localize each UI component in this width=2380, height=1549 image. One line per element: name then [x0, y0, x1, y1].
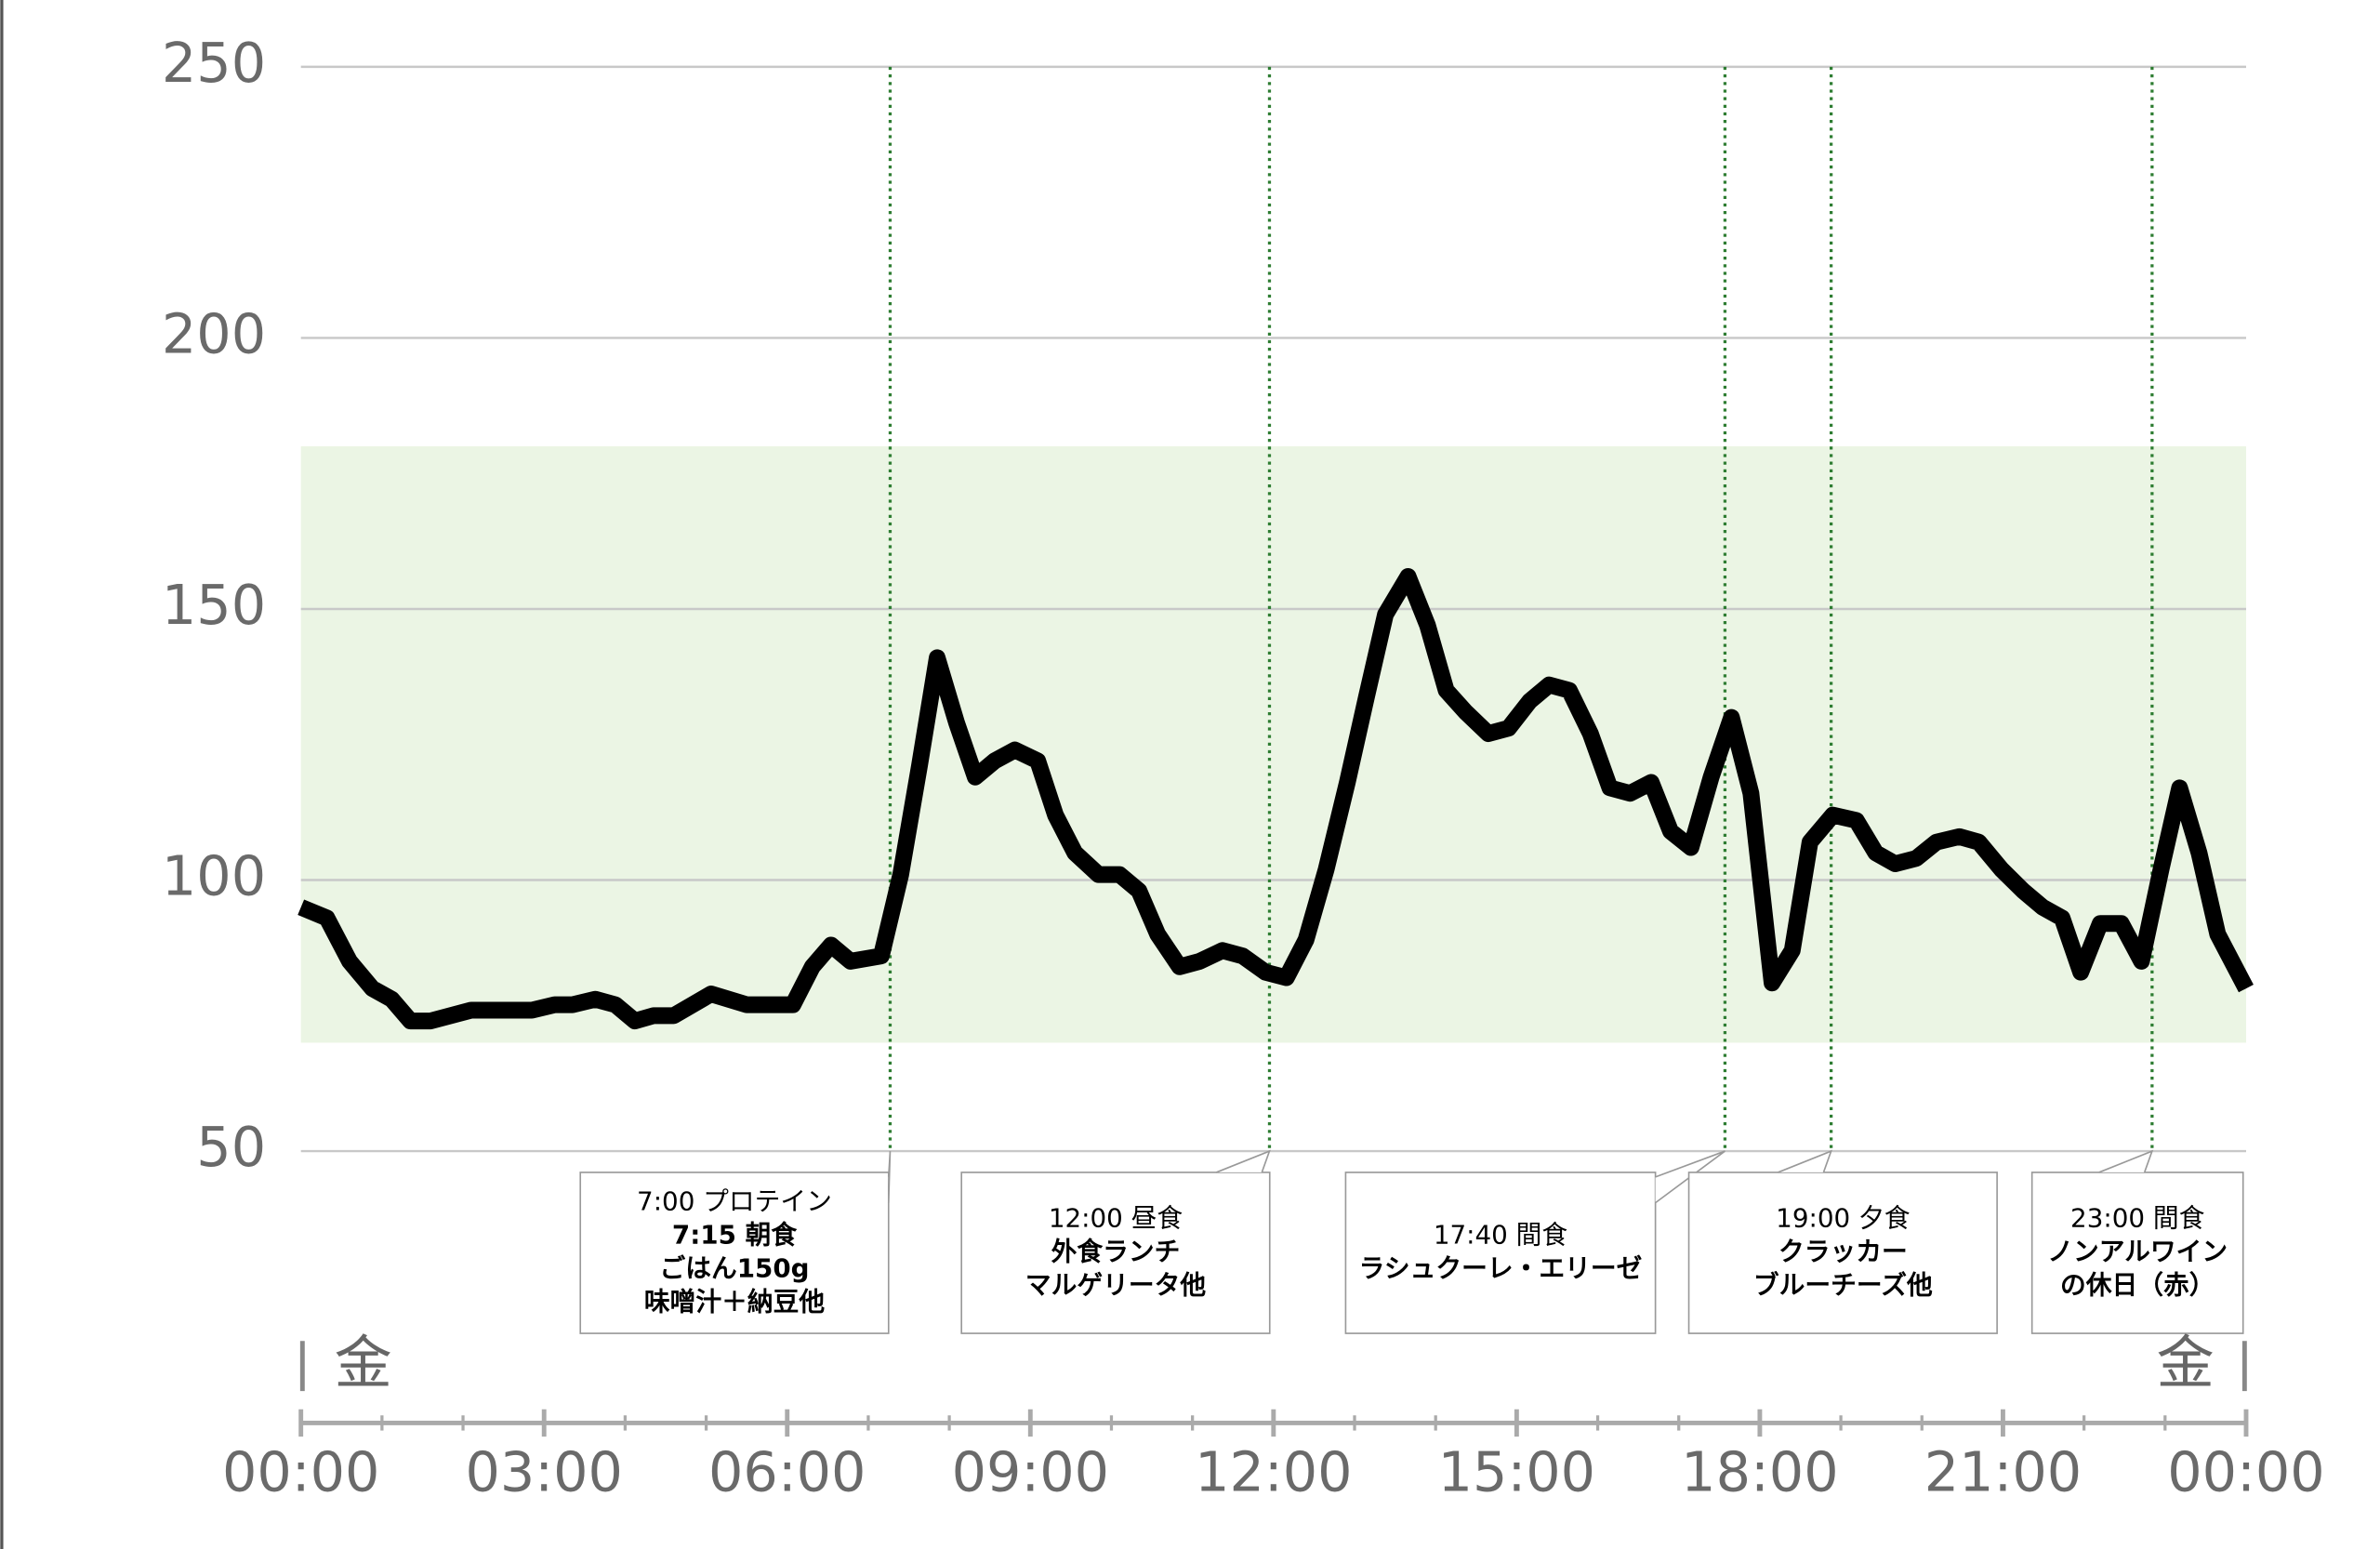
y-tick-label: 150 [162, 573, 266, 637]
annotation-box [960, 1172, 1271, 1334]
annotation-pointer [1655, 1150, 1726, 1204]
annotation-text: ブルーチーズ他 [1753, 1269, 1933, 1300]
annotation-text: 7:00 プロテイン [637, 1186, 832, 1217]
x-tick-label: 18:00 [1681, 1440, 1838, 1504]
annotation-text: 7:15 朝食 [672, 1220, 798, 1251]
y-tick-label: 250 [162, 31, 266, 95]
foreground-layer: 50 100 150 200 250 00:00 03:00 06:00 09:00 12:00 1… [162, 31, 2325, 1504]
annotation-text: 19:00 夕食 [1776, 1203, 1911, 1234]
annotation-text: 外食ランチ [1051, 1237, 1181, 1267]
target-range [300, 446, 2246, 1043]
annotation-pointer [2098, 1149, 2154, 1173]
annotation-text: ノンアルワイン [2047, 1237, 2228, 1267]
x-tick-label: 09:00 [952, 1440, 1109, 1504]
annotation-text: ラシュクーレ・エリーゼ [1359, 1252, 1643, 1283]
y-tick-label: 50 [196, 1115, 266, 1179]
annotation-pointer [1216, 1149, 1271, 1173]
glucose-line [298, 568, 2254, 1030]
y-tick-label: 100 [162, 844, 266, 908]
annotation-box [2030, 1172, 2244, 1334]
background-layer [300, 65, 2246, 1153]
x-tick-label: 00:00 [2167, 1440, 2324, 1504]
x-tick-label: 12:00 [1195, 1440, 1352, 1504]
annotation-text: 味噌汁＋納豆他 [644, 1286, 826, 1317]
annotation-pointer [1778, 1149, 1833, 1173]
annotation-text: マルゲリータ他 [1025, 1269, 1207, 1300]
annotation-text: クラッカー [1778, 1237, 1908, 1267]
annotation-text: 17:40 間食 [1434, 1220, 1568, 1251]
x-tick-label: 15:00 [1438, 1440, 1595, 1504]
x-tick-label: 03:00 [465, 1440, 622, 1504]
x-tick-label: 21:00 [1924, 1440, 2082, 1504]
annotation-text: 23:00 間食 [2070, 1203, 2205, 1234]
x-tick-label: 00:00 [222, 1440, 379, 1504]
annotation-text: の休日（赤） [2060, 1269, 2215, 1300]
day-label-left: 金 [335, 1329, 392, 1397]
x-tick-label: 06:00 [708, 1440, 866, 1504]
y-tick-label: 200 [162, 302, 266, 366]
annotation-box [1687, 1172, 1998, 1334]
annotation-box [1344, 1172, 1657, 1334]
day-label-right: 金 [2157, 1329, 2215, 1397]
annotation-text: 12:00 昼食 [1049, 1203, 1183, 1234]
annotation-pointer [887, 1151, 892, 1203]
annotation-box [579, 1172, 890, 1334]
annotation-text: ごはん150g [659, 1252, 809, 1283]
